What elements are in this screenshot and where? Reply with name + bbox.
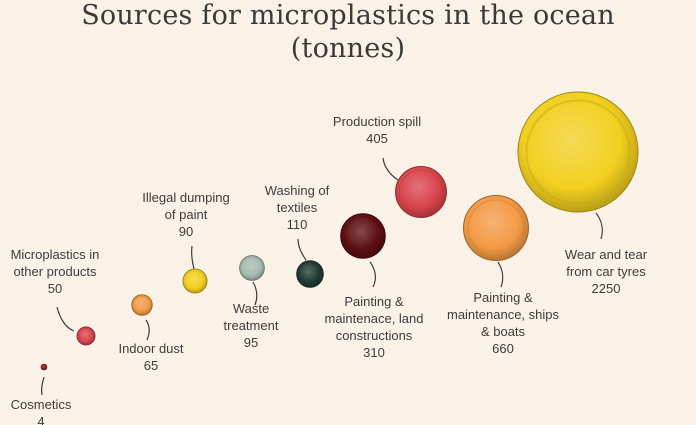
name-line-waste-treatment: treatment xyxy=(224,318,279,333)
bubble-microplastics-in-other-products xyxy=(76,326,96,346)
name-line-microplastics-in-other-products: other products xyxy=(13,264,97,279)
value-painting-maintenace-land-constructions: 310 xyxy=(363,345,385,360)
bubble-painting-maintenace-land-constructions xyxy=(340,213,386,259)
name-line-wear-and-tear-from-car-tyres: Wear and tear xyxy=(565,247,648,262)
leader-line-painting-maintenance-ships-boats xyxy=(497,261,504,288)
bubble-washing-of-textiles xyxy=(296,260,324,288)
leader-line-microplastics-in-other-products xyxy=(56,306,75,332)
value-waste-treatment: 95 xyxy=(244,335,258,350)
name-line-painting-maintenace-land-constructions: maintenace, land xyxy=(324,311,423,326)
name-line-production-spill: Production spill xyxy=(333,114,421,129)
bubble-cosmetics xyxy=(40,363,48,371)
label-microplastics-in-other-products: Microplastics in other products 50 xyxy=(11,247,100,296)
value-cosmetics: 4 xyxy=(37,414,44,425)
value-microplastics-in-other-products: 50 xyxy=(48,281,62,296)
label-illegal-dumping-of-paint: Illegal dumping of paint 90 xyxy=(142,190,229,239)
name-line-washing-of-textiles: Washing of xyxy=(265,183,330,198)
name-line-illegal-dumping-of-paint: of paint xyxy=(165,207,208,222)
leader-line-production-spill xyxy=(382,157,399,181)
leader-line-illegal-dumping-of-paint xyxy=(191,245,195,270)
leader-line-indoor-dust xyxy=(145,319,150,341)
leader-line-wear-and-tear-from-car-tyres xyxy=(595,212,603,240)
label-waste-treatment: Waste treatment 95 xyxy=(224,301,279,350)
name-line-microplastics-in-other-products: Microplastics in xyxy=(11,247,100,262)
name-line-washing-of-textiles: textiles xyxy=(277,200,318,215)
name-line-painting-maintenance-ships-boats: Painting & xyxy=(473,290,533,305)
leader-line-painting-maintenace-land-constructions xyxy=(369,261,376,288)
bubble-indoor-dust xyxy=(131,294,153,316)
name-line-painting-maintenance-ships-boats: maintenance, ships xyxy=(447,307,560,322)
label-wear-and-tear-from-car-tyres: Wear and tear from car tyres 2250 xyxy=(565,247,648,296)
bubble-painting-maintenance-ships-boats xyxy=(463,195,529,261)
value-wear-and-tear-from-car-tyres: 2250 xyxy=(592,281,621,296)
value-washing-of-textiles: 110 xyxy=(287,217,308,232)
label-washing-of-textiles: Washing of textiles 110 xyxy=(265,183,330,232)
label-production-spill: Production spill 405 xyxy=(333,114,421,146)
value-indoor-dust: 65 xyxy=(144,358,158,373)
name-line-painting-maintenace-land-constructions: Painting & xyxy=(344,294,404,309)
name-line-waste-treatment: Waste xyxy=(233,301,269,316)
chart-title: Sources for microplastics in the ocean xyxy=(81,0,615,31)
name-line-painting-maintenance-ships-boats: & boats xyxy=(481,324,526,339)
bubble-waste-treatment xyxy=(239,255,265,281)
leader-line-washing-of-textiles xyxy=(297,238,307,261)
leader-line-cosmetics xyxy=(41,376,45,396)
bubble-wear-and-tear-from-car-tyres xyxy=(517,91,639,213)
value-illegal-dumping-of-paint: 90 xyxy=(179,224,193,239)
name-line-painting-maintenace-land-constructions: constructions xyxy=(336,328,413,343)
leader-line-waste-treatment xyxy=(252,281,258,306)
label-painting-maintenance-ships-boats: Painting & maintenance, ships & boats 660 xyxy=(447,290,560,356)
bubble-production-spill xyxy=(395,166,447,218)
chart-subtitle: (tonnes) xyxy=(290,33,406,64)
name-line-wear-and-tear-from-car-tyres: from car tyres xyxy=(566,264,646,279)
value-production-spill: 405 xyxy=(366,131,388,146)
bubble-illegal-dumping-of-paint xyxy=(182,268,208,294)
label-painting-maintenace-land-constructions: Painting & maintenace, land constructions 3… xyxy=(324,294,423,360)
name-line-indoor-dust: Indoor dust xyxy=(118,341,183,356)
value-painting-maintenance-ships-boats: 660 xyxy=(492,341,514,356)
name-line-illegal-dumping-of-paint: Illegal dumping xyxy=(142,190,229,205)
label-indoor-dust: Indoor dust 65 xyxy=(118,341,183,373)
label-cosmetics: Cosmetics 4 xyxy=(11,397,72,425)
name-line-cosmetics: Cosmetics xyxy=(11,397,72,412)
